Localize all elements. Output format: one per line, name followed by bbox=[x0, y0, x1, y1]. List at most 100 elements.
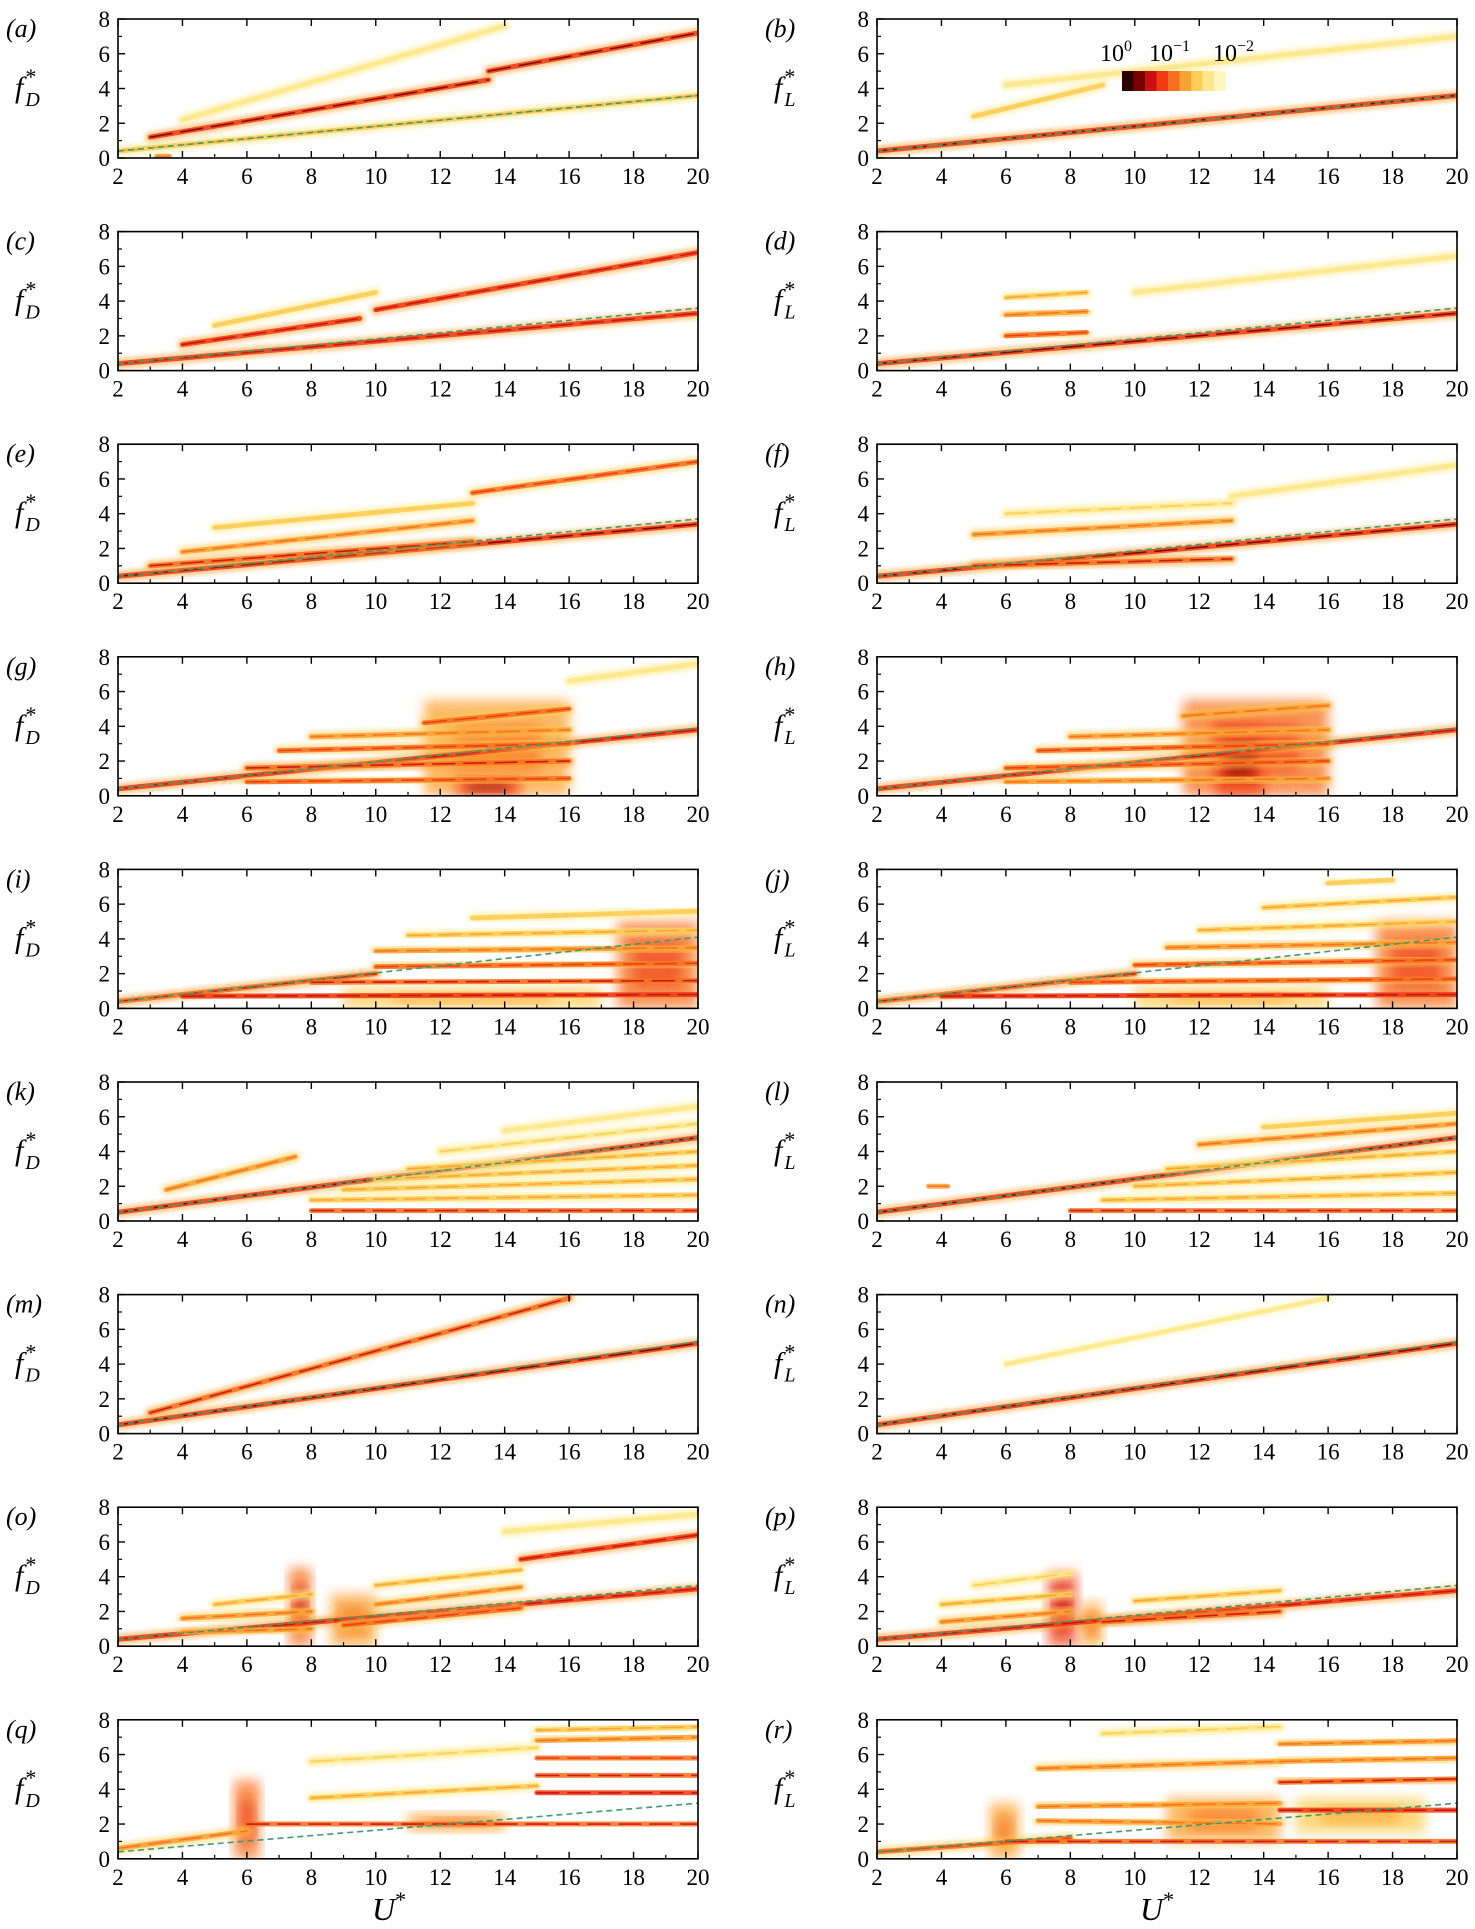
y-tick-label: 6 bbox=[99, 1530, 111, 1555]
x-tick-label: 16 bbox=[1317, 1865, 1340, 1890]
spectral-ridge-core-1 bbox=[940, 993, 1457, 998]
spectral-ridge-1 bbox=[179, 315, 363, 348]
spectral-ridge-core-1 bbox=[181, 993, 698, 998]
x-tick-label: 20 bbox=[1446, 1652, 1469, 1677]
x-tick-label: 2 bbox=[112, 589, 124, 614]
y-tick-label: 2 bbox=[858, 1174, 870, 1199]
spectral-ridge-core-2 bbox=[1005, 760, 1329, 769]
x-tick-label: 4 bbox=[177, 1865, 189, 1890]
spectral-ridge-core-2 bbox=[310, 979, 698, 984]
colorbar-swatch bbox=[1191, 71, 1203, 91]
x-tick-label: 16 bbox=[558, 1014, 581, 1039]
x-tick-label: 4 bbox=[936, 1652, 948, 1677]
y-tick-label: 0 bbox=[99, 1634, 111, 1659]
panel-label: (c) bbox=[6, 227, 35, 256]
y-tick-label: 4 bbox=[99, 1777, 111, 1802]
x-tick-label: 2 bbox=[112, 1227, 124, 1252]
y-axis-label: f* D bbox=[15, 64, 40, 111]
x-tick-label: 4 bbox=[936, 1440, 948, 1465]
reference-line bbox=[877, 727, 1457, 790]
x-tick-label: 20 bbox=[1446, 1440, 1469, 1465]
y-tick-label: 6 bbox=[99, 254, 111, 279]
spectral-ridge-core-5 bbox=[374, 1586, 522, 1606]
x-tick-label: 18 bbox=[622, 1865, 645, 1890]
spectral-ridge-core-3 bbox=[1037, 742, 1329, 752]
x-tick-label: 20 bbox=[687, 802, 710, 827]
spectral-ridge-core-0 bbox=[877, 312, 1457, 365]
x-tick-label: 2 bbox=[112, 802, 124, 827]
reference-line bbox=[118, 1340, 698, 1426]
panel-label: (r) bbox=[765, 1715, 792, 1744]
y-tick-label: 4 bbox=[99, 1565, 111, 1590]
y-axis-label: f* D bbox=[15, 277, 40, 324]
x-tick-label: 20 bbox=[1446, 164, 1469, 189]
y-tick-label: 8 bbox=[99, 1283, 111, 1308]
y-tick-label: 0 bbox=[858, 784, 870, 809]
x-tick-label: 6 bbox=[1000, 1227, 1012, 1252]
spectral-ridge-core-3 bbox=[1005, 291, 1088, 299]
y-tick-label: 6 bbox=[858, 1530, 870, 1555]
x-tick-label: 4 bbox=[177, 377, 189, 402]
reference-line bbox=[877, 1136, 1457, 1214]
plot-area bbox=[877, 1107, 1457, 1218]
y-tick-label: 4 bbox=[99, 1352, 111, 1377]
x-tick-label: 14 bbox=[493, 1014, 517, 1039]
y-tick-label: 0 bbox=[99, 1422, 111, 1447]
spectral-ridge-core-6 bbox=[374, 1568, 522, 1587]
y-tick-label: 2 bbox=[99, 1174, 111, 1199]
x-tick-label: 14 bbox=[493, 802, 517, 827]
y-tick-label: 4 bbox=[858, 1140, 870, 1165]
x-tick-label: 12 bbox=[1188, 1865, 1211, 1890]
spectral-ridge-core-5 bbox=[1198, 920, 1457, 932]
x-tick-label: 12 bbox=[1188, 1440, 1211, 1465]
reference-line bbox=[877, 307, 1457, 365]
spectral-ridge-core-0 bbox=[118, 1830, 248, 1850]
spectral-ridge-3 bbox=[1100, 1608, 1283, 1625]
x-tick-label: 20 bbox=[687, 1440, 710, 1465]
y-tick-label: 6 bbox=[99, 892, 111, 917]
y-axis-label: f* L bbox=[774, 1127, 795, 1174]
colorbar-swatch bbox=[1156, 71, 1169, 91]
y-tick-label: 2 bbox=[99, 536, 111, 561]
y-tick-label: 6 bbox=[858, 42, 870, 67]
panel-label: (k) bbox=[6, 1077, 35, 1106]
spectral-ridge-core-7 bbox=[1262, 1112, 1457, 1128]
y-tick-label: 4 bbox=[858, 1352, 870, 1377]
x-tick-label: 20 bbox=[1446, 377, 1469, 402]
spectral-ridge-core-2 bbox=[310, 1785, 538, 1799]
y-tick-label: 0 bbox=[858, 1209, 870, 1234]
spectral-ridge-core-2 bbox=[181, 1610, 313, 1620]
colorbar-swatch bbox=[1179, 71, 1192, 91]
plot-area bbox=[118, 905, 698, 1009]
spectral-ridge-core-1 bbox=[972, 558, 1233, 567]
x-tick-label: 20 bbox=[687, 1014, 710, 1039]
spectral-ridge-core-2 bbox=[374, 251, 698, 311]
spectral-ridge-core-2 bbox=[940, 1593, 1072, 1606]
x-tick-label: 4 bbox=[936, 1865, 948, 1890]
x-tick-label: 10 bbox=[1123, 164, 1146, 189]
spectral-ridge-core-3 bbox=[213, 291, 377, 327]
x-axis-label-right: U* bbox=[1140, 1887, 1174, 1927]
y-tick-label: 6 bbox=[858, 680, 870, 705]
colorbar-swatches bbox=[1122, 71, 1226, 91]
panel-label: (i) bbox=[6, 864, 31, 893]
x-tick-label: 20 bbox=[687, 1865, 710, 1890]
x-tick-label: 6 bbox=[241, 802, 253, 827]
spectral-ridge-7 bbox=[518, 1532, 698, 1562]
plot-area bbox=[118, 1100, 698, 1218]
x-tick-label: 12 bbox=[1188, 377, 1211, 402]
spectral-ridge-core-1 bbox=[972, 84, 1104, 118]
x-tick-label: 20 bbox=[1446, 1014, 1469, 1039]
spectral-ridge-core-6 bbox=[1262, 896, 1457, 909]
x-tick-label: 18 bbox=[622, 1227, 645, 1252]
y-tick-label: 8 bbox=[858, 1495, 870, 1520]
